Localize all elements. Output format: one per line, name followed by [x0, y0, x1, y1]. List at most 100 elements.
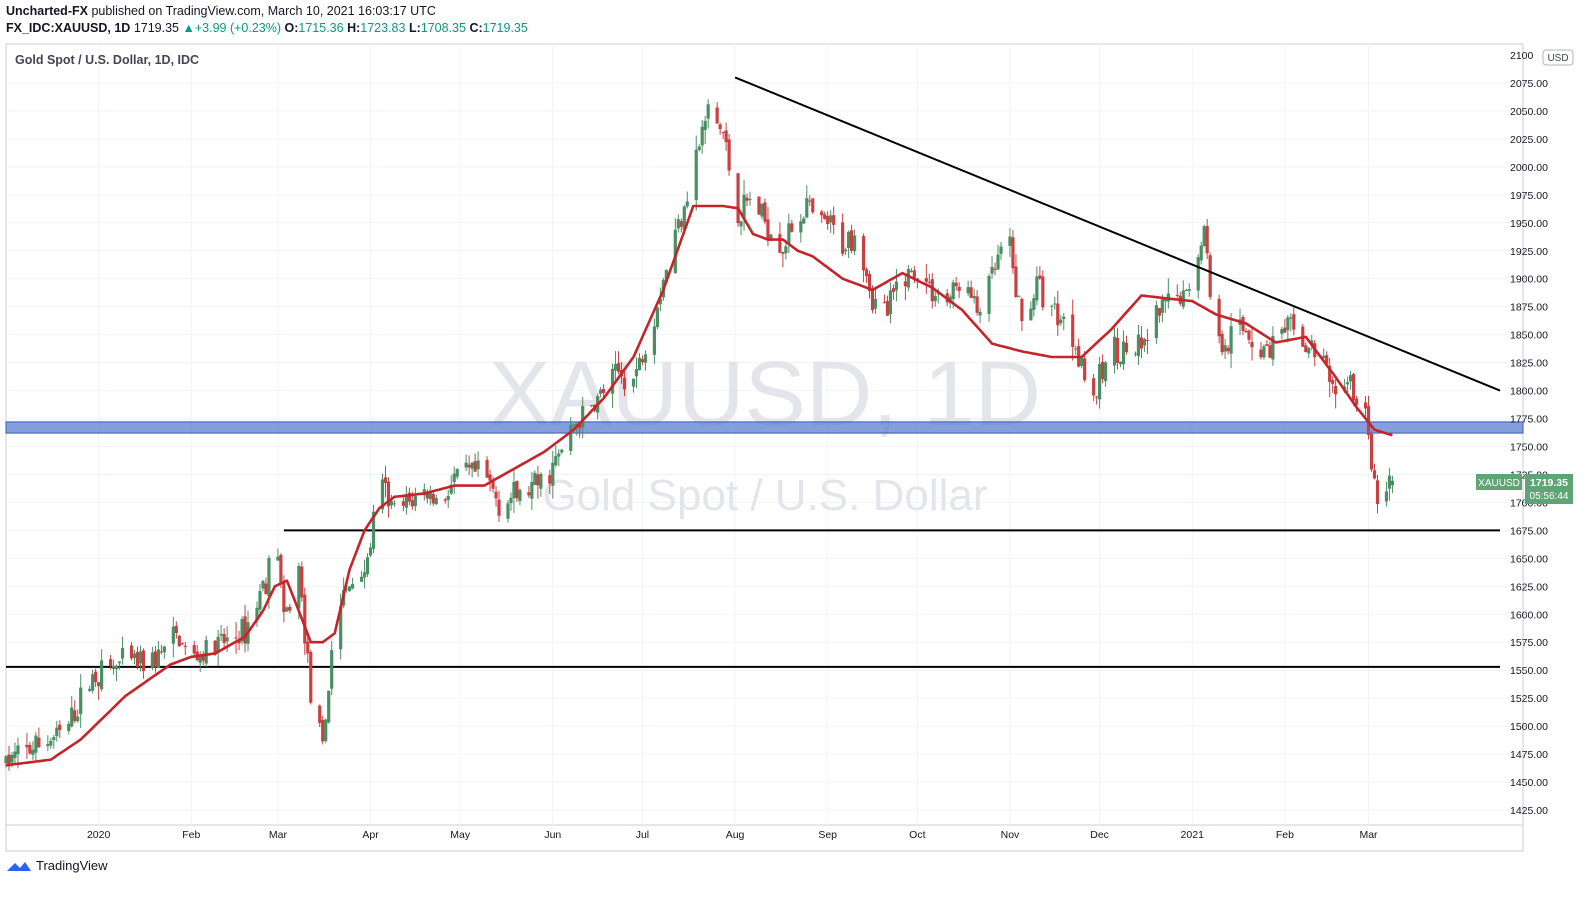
tradingview-logo[interactable]: TradingView — [6, 858, 108, 873]
candle-down — [129, 645, 134, 659]
candle-down — [882, 302, 887, 304]
candle-down — [494, 491, 498, 499]
candle-up — [255, 607, 259, 622]
candle-up — [365, 557, 370, 575]
candle-up — [138, 651, 143, 664]
candle-down — [820, 211, 824, 216]
support-zone[interactable] — [5, 421, 1524, 434]
candle-down — [108, 659, 113, 667]
candle-down — [473, 461, 477, 472]
candle-down — [841, 222, 845, 254]
candle-down — [640, 359, 645, 363]
candle-down — [718, 124, 722, 130]
candle-up — [706, 104, 710, 119]
close-label: C: — [469, 21, 483, 35]
candle-up — [1154, 305, 1158, 338]
candle-down — [183, 645, 187, 647]
candle-up — [46, 744, 50, 747]
candle-up — [805, 198, 809, 218]
candle-down — [548, 475, 552, 484]
currency-badge[interactable] — [1542, 49, 1574, 66]
candle-up — [1059, 319, 1063, 324]
candle-up — [1384, 491, 1389, 502]
x-tick-label: Aug — [726, 829, 745, 841]
candle-down — [736, 173, 740, 224]
candle-up — [739, 221, 743, 227]
candle-up — [1199, 245, 1203, 261]
candle-up — [446, 495, 450, 501]
candle-up — [70, 707, 74, 727]
candle-up — [1229, 326, 1233, 354]
candle-up — [888, 290, 893, 315]
candle-down — [467, 464, 471, 468]
candle-up — [844, 249, 848, 252]
candle-up — [285, 607, 289, 612]
candle-down — [1041, 276, 1045, 308]
candle-down — [1011, 237, 1015, 269]
candle-up — [557, 453, 561, 457]
candle-down — [1175, 295, 1179, 297]
candle-down — [288, 606, 292, 611]
candle-down — [407, 492, 411, 502]
candle-down — [431, 493, 435, 504]
author-name[interactable]: Uncharted-FX — [6, 4, 88, 18]
tradingview-logo-icon — [7, 861, 31, 871]
candle-down — [192, 645, 196, 654]
price-axis[interactable]: 1425.00 1450.00 1475.00 1500.00 1525.00 1550.… — [1510, 50, 1548, 817]
low-label: L: — [408, 21, 421, 35]
candle-up — [1196, 257, 1200, 291]
candle-down — [303, 594, 307, 644]
candle-down — [969, 287, 973, 298]
y-tick-label: 1975.00 — [1510, 190, 1548, 202]
candle-up — [1262, 346, 1266, 358]
candle-down — [781, 252, 785, 254]
candle-up — [404, 494, 408, 508]
candle-up — [120, 648, 125, 659]
y-tick-label: 1575.00 — [1510, 637, 1548, 649]
y-tick-label: 1600.00 — [1510, 609, 1548, 621]
candle-up — [455, 469, 459, 477]
high-label: H: — [347, 21, 361, 35]
candle-up — [55, 727, 59, 737]
candle-up — [434, 498, 438, 505]
candle-down — [1283, 327, 1287, 333]
candle-down — [7, 754, 11, 765]
y-tick-label: 1875.00 — [1510, 302, 1548, 314]
candle-down — [622, 377, 627, 390]
candle-up — [951, 282, 955, 300]
x-tick-label: Nov — [1001, 829, 1020, 841]
price-badge-countdown: 05:56:44 — [1530, 491, 1569, 502]
candle-up — [1062, 316, 1066, 319]
candle-up — [787, 223, 791, 245]
x-tick-label: Jun — [544, 829, 561, 841]
candle-up — [852, 235, 857, 252]
candle-up — [1390, 480, 1395, 486]
candle-down — [832, 215, 836, 225]
candle-up — [802, 218, 806, 224]
candle-up — [100, 660, 104, 690]
candle-down — [864, 269, 869, 277]
open-label: O: — [284, 21, 299, 35]
candle-up — [1307, 347, 1311, 354]
candle-up — [769, 234, 773, 239]
candle-down — [811, 198, 815, 213]
time-axis[interactable]: 2020 Feb Mar Apr May Jun Jul Aug Sep Oct Nov Dec 202… — [87, 829, 1378, 841]
candle-down — [234, 637, 238, 639]
candle-up — [1387, 475, 1392, 489]
candle-down — [321, 719, 325, 742]
last-price: 1719.35 — [133, 21, 179, 35]
candle-down — [861, 236, 866, 271]
candle-down — [222, 633, 226, 643]
candle-up — [348, 586, 352, 592]
candle-up — [539, 473, 543, 489]
candle-down — [602, 388, 606, 394]
candle-down — [383, 477, 388, 483]
candle-up — [327, 690, 331, 723]
moving-average-line[interactable] — [5, 204, 1393, 767]
candle-down — [1157, 308, 1161, 316]
trendline[interactable] — [734, 76, 1501, 392]
y-tick-label: 1425.00 — [1510, 805, 1548, 817]
candle-down — [25, 744, 29, 748]
candle-up — [88, 688, 92, 691]
